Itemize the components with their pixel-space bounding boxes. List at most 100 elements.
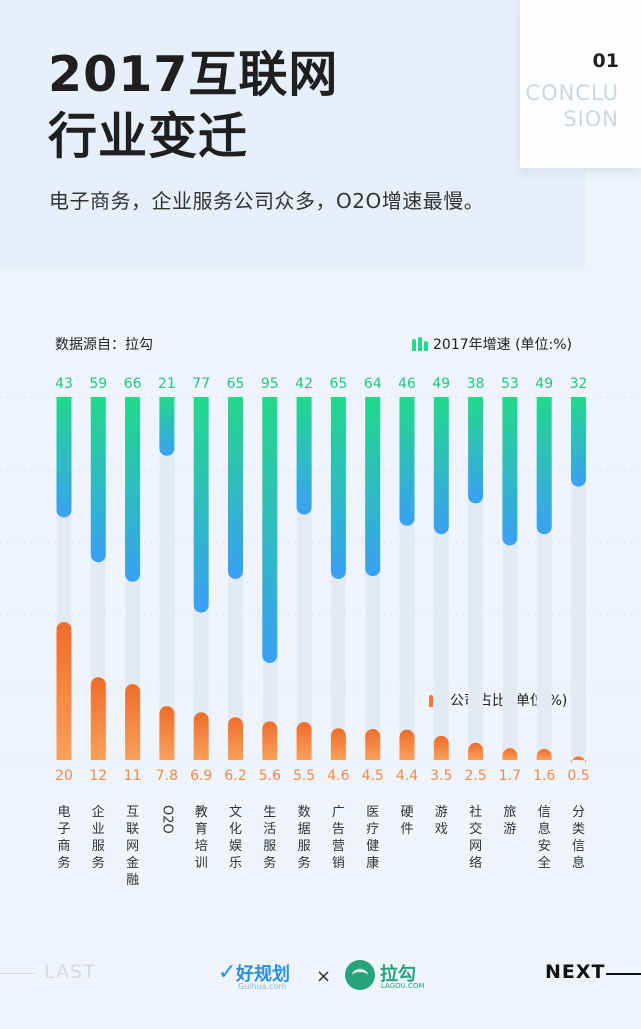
share-bar (365, 728, 381, 760)
share-data-label: 6.2 (224, 768, 246, 784)
brand2-sub: LAGOU.COM (381, 982, 425, 990)
growth-data-label: 21 (158, 376, 176, 392)
share-data-label: 2.5 (464, 768, 486, 784)
share-data-label: 11 (124, 768, 142, 784)
growth-bar (330, 397, 346, 580)
lagou-icon (345, 960, 375, 990)
category-label: 游戏 (435, 805, 448, 837)
growth-data-label: 32 (570, 376, 588, 392)
next-button[interactable]: NEXT (545, 961, 606, 983)
divider-left (0, 973, 34, 974)
growth-bar (90, 397, 106, 563)
times-sign: × (316, 966, 332, 987)
brand1-sub: Guihua.com (238, 982, 287, 991)
share-data-label: 7.8 (156, 768, 178, 784)
growth-bar (228, 397, 243, 580)
category-label: 医疗健康 (366, 805, 379, 871)
growth-data-label: 64 (364, 376, 382, 392)
growth-data-label: 65 (329, 376, 347, 392)
category-label: 生活服务 (263, 805, 276, 871)
category-label: 社交网络 (469, 804, 482, 871)
title-line-2: 行业变迁 (48, 108, 249, 165)
category-label: 分类信息 (572, 805, 585, 871)
growth-data-label: 42 (295, 376, 313, 392)
guihua-logo: ✓ 好规划 Guihua.com (218, 958, 306, 994)
share-data-label: 0.5 (567, 768, 589, 784)
bar-chart-icon (412, 337, 428, 351)
growth-bar (193, 397, 209, 613)
share-bar (193, 712, 209, 760)
conclusion-number: 01 (592, 50, 619, 72)
growth-bar (571, 397, 587, 487)
legend-growth: 2017年增速 (单位:%) (412, 334, 572, 354)
share-data-label: 12 (89, 768, 107, 784)
growth-data-label: 59 (89, 376, 107, 392)
share-bar (125, 684, 141, 760)
growth-bar (468, 397, 484, 504)
growth-bar (502, 397, 518, 546)
category-label: 互联网金融 (126, 805, 139, 888)
share-bar (262, 721, 278, 760)
share-data-label: 5.6 (259, 768, 281, 784)
legend-growth-label: 2017年增速 (单位:%) (433, 337, 573, 353)
share-data-label: 4.6 (327, 768, 349, 784)
growth-data-label: 43 (55, 376, 73, 392)
category-label: 企业服务 (92, 804, 105, 871)
share-bar (468, 742, 484, 760)
growth-data-label: 49 (535, 376, 553, 392)
growth-data-label: 66 (124, 376, 142, 392)
share-bar (502, 748, 518, 760)
growth-bar (262, 397, 278, 663)
growth-data-label: 53 (501, 376, 519, 392)
bar-track (571, 397, 586, 760)
growth-bar (536, 397, 552, 535)
category-label: 电子商务 (57, 805, 70, 871)
category-label: 教育培训 (195, 804, 208, 871)
share-bar (571, 756, 586, 765)
growth-data-label: 65 (227, 376, 245, 392)
divider-right (606, 973, 641, 975)
category-label: 广告营销 (332, 805, 345, 871)
share-bar (90, 677, 106, 760)
bar-track (159, 397, 175, 760)
lagou-logo: 拉勾 LAGOU.COM (345, 958, 425, 994)
growth-data-label: 77 (192, 376, 210, 392)
share-data-label: 5.5 (293, 768, 315, 784)
growth-bar (365, 397, 381, 577)
share-bar (228, 717, 243, 760)
share-bar (159, 706, 175, 760)
category-label: 数据服务 (298, 805, 311, 871)
title-line-1: 2017互联网 (48, 46, 339, 103)
header-panel (0, 0, 586, 268)
category-label: 旅游 (503, 805, 516, 837)
share-bar (296, 722, 312, 760)
growth-bar (159, 397, 175, 456)
growth-bar (296, 397, 312, 515)
brand1-name: 好规划 (236, 964, 290, 985)
data-source: 数据源自：拉勾 (55, 337, 153, 353)
share-bar (536, 748, 552, 760)
category-label: O2O (159, 805, 174, 834)
last-button[interactable]: LAST (44, 961, 96, 983)
growth-data-label: 38 (467, 376, 485, 392)
conclusion-badge: 01 CONCLU SION (520, 0, 641, 168)
growth-bar (56, 397, 72, 518)
page-subtitle: 电子商务，企业服务公司众多，O2O增速最慢。 (49, 189, 485, 213)
share-data-label: 4.5 (362, 768, 384, 784)
share-data-label: 6.9 (190, 768, 212, 784)
category-label: 文化娱乐 (229, 805, 242, 871)
check-icon: ✓ (218, 960, 237, 985)
page-title: 2017互联网 行业变迁 (48, 44, 338, 168)
category-label: 信息安全 (538, 805, 551, 871)
growth-data-label: 46 (398, 376, 416, 392)
share-data-label: 20 (55, 768, 73, 784)
growth-bar (433, 397, 449, 535)
conclusion-word: CONCLU SION (525, 81, 619, 131)
share-bar (56, 622, 72, 760)
share-data-label: 4.4 (396, 768, 418, 784)
share-bar (330, 728, 346, 760)
brand2-name: 拉勾 (380, 964, 416, 985)
growth-bar (399, 397, 415, 526)
growth-bar (125, 397, 141, 582)
